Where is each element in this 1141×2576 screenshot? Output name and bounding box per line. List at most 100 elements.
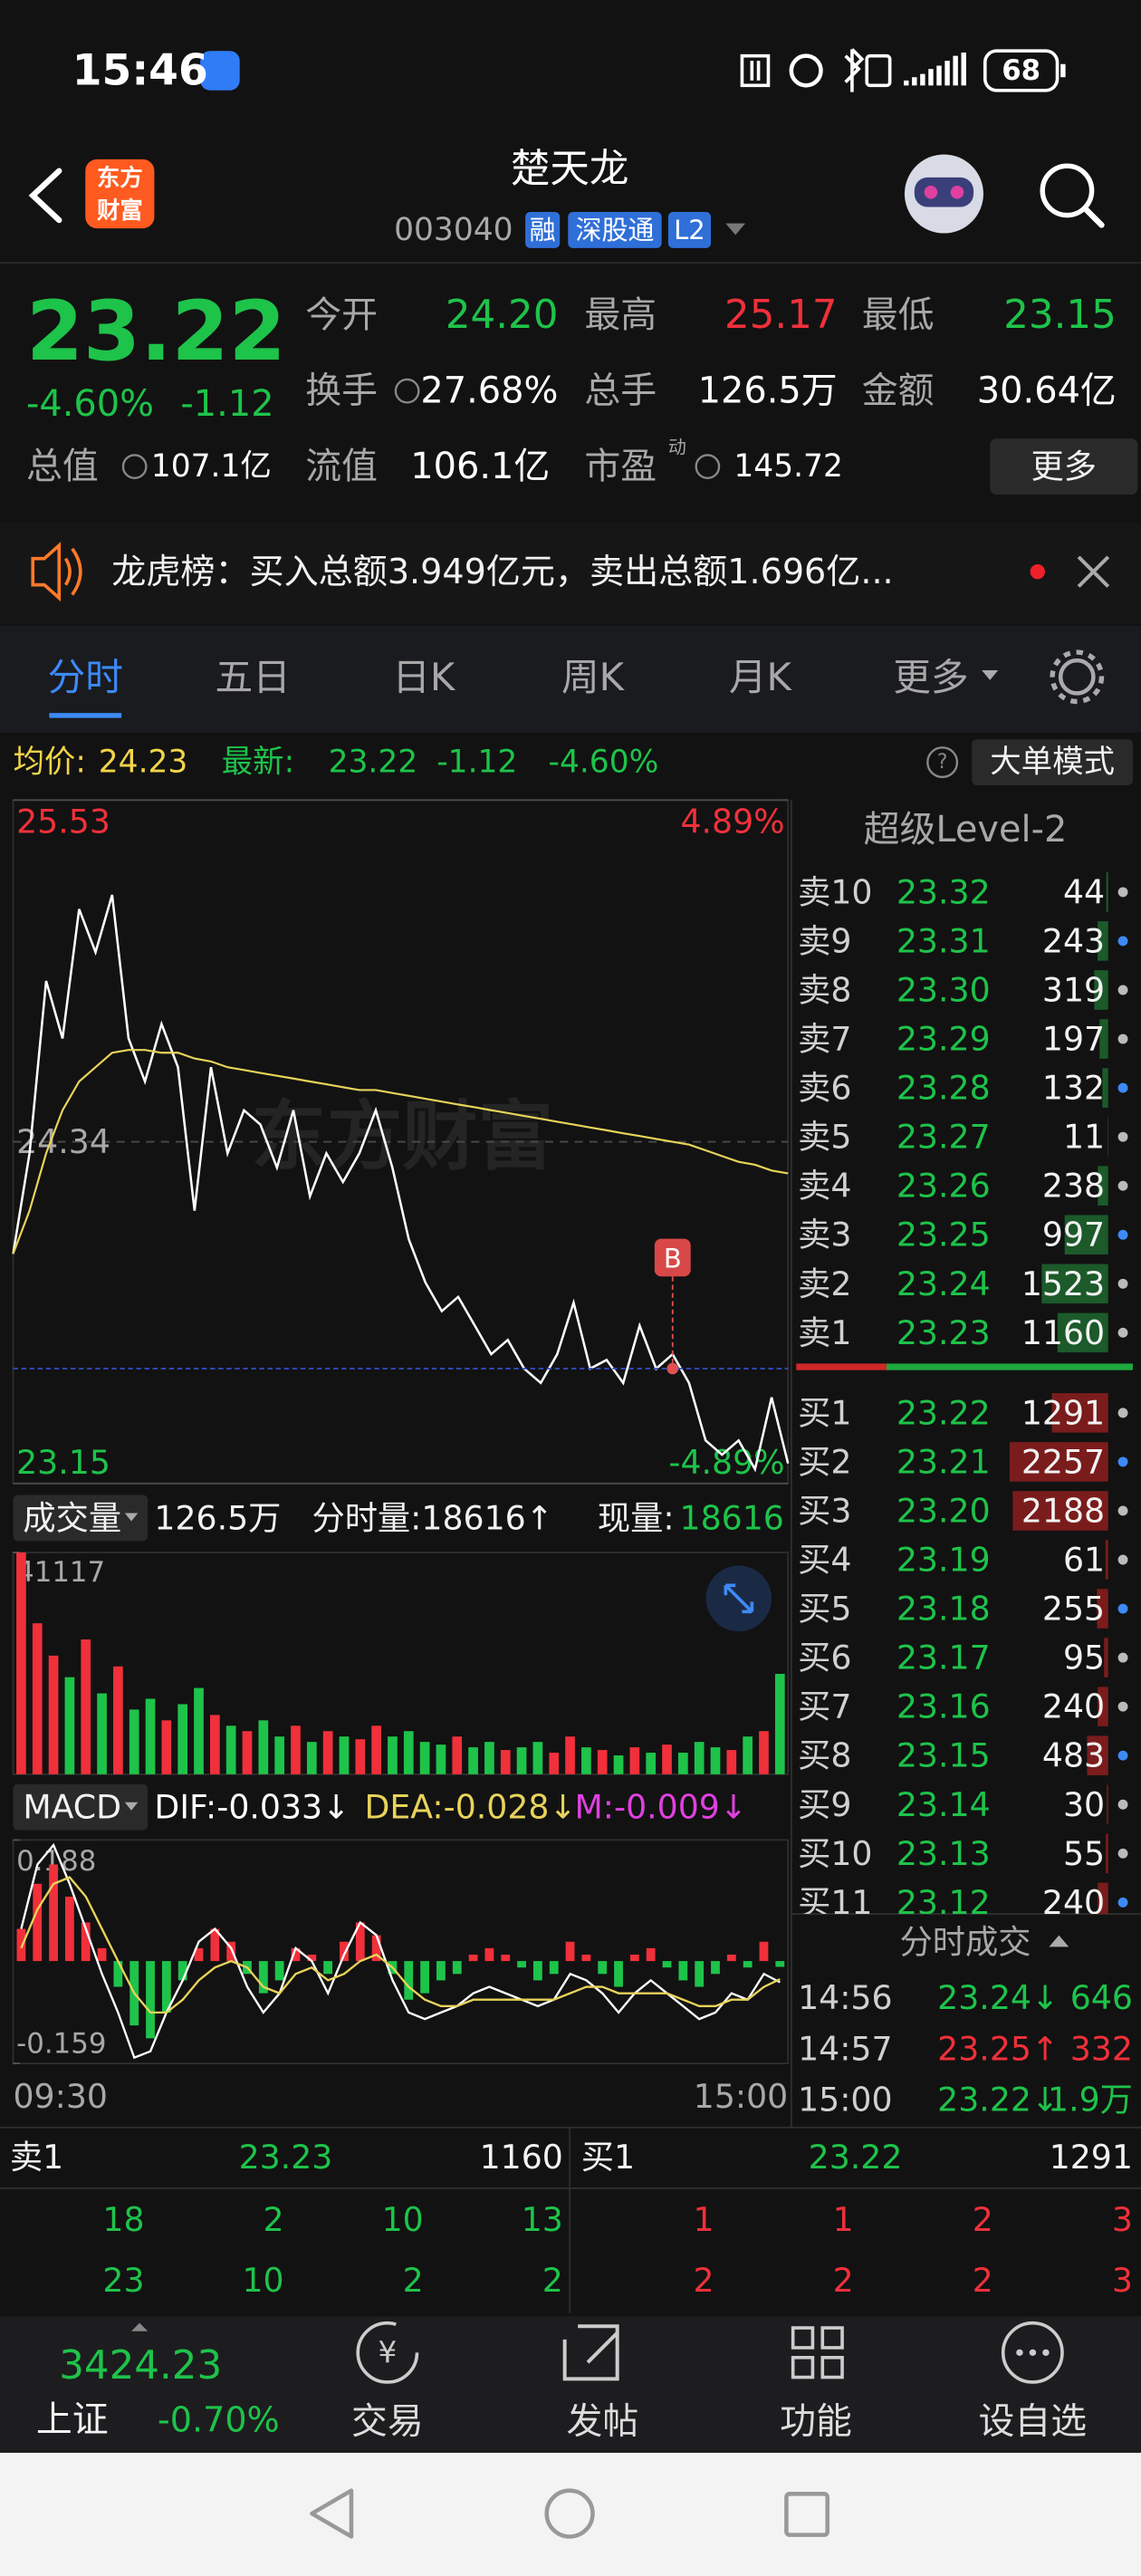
dropdown-arrow — [982, 670, 999, 680]
book-dot — [1117, 1229, 1128, 1240]
book-dot — [1117, 1327, 1128, 1338]
book-dot — [1117, 1750, 1128, 1761]
macd-frame — [12, 1839, 790, 2065]
volume-selector[interactable] — [13, 1495, 149, 1542]
y2-tick-label: 4.89% — [680, 802, 784, 841]
volume-bar — [613, 1755, 624, 1774]
book-dot — [1117, 1897, 1128, 1908]
book-price: 23.17 — [896, 1639, 991, 1677]
book-volume-bar — [1098, 921, 1108, 961]
tab[interactable]: 分时 — [48, 655, 123, 699]
macd-bar — [452, 1961, 462, 1975]
search-button[interactable] — [1040, 163, 1095, 218]
tab[interactable]: 日K — [392, 655, 456, 699]
badge-text: 深股通 — [575, 215, 654, 245]
volume-bar — [64, 1677, 75, 1774]
macd-bar — [695, 1961, 705, 1987]
volume-bar — [242, 1731, 253, 1774]
mode-button[interactable] — [972, 739, 1133, 785]
macd-selector[interactable] — [13, 1783, 149, 1831]
function-icon[interactable] — [791, 2326, 844, 2379]
macd-bar — [323, 1961, 333, 1975]
trade-volume: 1.9万 — [1048, 2081, 1133, 2119]
volume-bar — [129, 1709, 139, 1774]
volume-title[interactable]: 成交量 — [23, 1498, 121, 1537]
avatar-eye — [950, 185, 964, 199]
post-icon[interactable] — [562, 2324, 619, 2381]
settings-button[interactable] — [1058, 658, 1096, 696]
depth-ask-label: 卖1 — [10, 2138, 63, 2177]
book-price: 23.22 — [896, 1393, 991, 1432]
field-value: 24.20 — [446, 293, 559, 338]
more-button[interactable] — [990, 438, 1138, 495]
book-price: 23.25 — [896, 1216, 991, 1254]
nav-recent[interactable] — [784, 2492, 829, 2537]
buy-point — [666, 1362, 679, 1375]
book-dot — [1117, 1799, 1128, 1810]
nav-home[interactable] — [544, 2488, 595, 2539]
back-button[interactable] — [28, 168, 62, 224]
macd-bar — [711, 1961, 720, 1975]
tab[interactable]: 月K — [729, 655, 793, 699]
tab[interactable]: 五日 — [216, 655, 291, 699]
badge-text: L2 — [674, 215, 705, 245]
nav-label[interactable]: 交易 — [351, 2401, 424, 2443]
stock-name: 楚天龙 — [511, 147, 629, 192]
macd-label: DEA:-0.028↓ — [364, 1788, 576, 1827]
avg-value: 24.23 — [99, 745, 188, 781]
notice-bar[interactable] — [0, 522, 1141, 625]
book-dot — [1117, 1652, 1128, 1663]
book-volume-bar — [1104, 1638, 1108, 1677]
status-icon — [200, 51, 240, 91]
book-volume-bar — [1009, 1442, 1108, 1482]
book-volume-bar — [1012, 1491, 1108, 1531]
ask-queue-volume: 10 — [243, 2261, 284, 2300]
book-label: 买4 — [798, 1540, 851, 1579]
book-volume-bar — [1098, 1687, 1108, 1726]
book-dot — [1117, 1848, 1128, 1859]
macd-bar — [64, 1896, 74, 1962]
index-value[interactable]: 3424.23 — [59, 2343, 222, 2389]
close-button[interactable] — [1077, 555, 1110, 588]
macd-title[interactable]: MACD — [23, 1788, 121, 1827]
nav-label[interactable]: 发帖 — [566, 2401, 638, 2443]
depth-bid-volume: 1291 — [1050, 2138, 1133, 2177]
collapse-arrow[interactable] — [1049, 1935, 1069, 1947]
volume-bar — [145, 1698, 156, 1774]
help-icon[interactable] — [926, 746, 959, 779]
book-dot — [1117, 1505, 1128, 1516]
macd-bar — [291, 1947, 301, 1962]
index-name: 上证 — [36, 2399, 109, 2441]
ask-queue-volume: 18 — [102, 2200, 144, 2239]
watchlist-icon[interactable] — [1001, 2321, 1064, 2384]
book-price: 23.24 — [896, 1264, 991, 1303]
field-value: 107.1亿 — [151, 448, 272, 485]
notice-text[interactable]: 龙虎榜：买入总额3.949亿元，卖出总额1.696亿... — [111, 552, 893, 591]
volume-bar — [81, 1639, 91, 1774]
nav-back[interactable] — [310, 2488, 354, 2539]
nav-label[interactable]: 设自选 — [979, 2401, 1088, 2443]
bid-queue-volume: 2 — [973, 2261, 993, 2300]
mode-text[interactable]: 大单模式 — [990, 745, 1115, 781]
nav-label[interactable]: 功能 — [780, 2401, 852, 2443]
volume-bar — [161, 1720, 172, 1774]
book-dot — [1117, 1701, 1128, 1712]
more-button-text[interactable]: 更多 — [1031, 447, 1097, 486]
book-price: 23.19 — [896, 1540, 991, 1579]
battery-icon — [983, 49, 1060, 92]
book-volume: 997 — [1042, 1216, 1105, 1254]
bluetooth-icon — [844, 48, 865, 92]
field-label: 市盈 — [584, 446, 657, 487]
bid-queue-volume: 1 — [694, 2200, 714, 2239]
logo[interactable] — [85, 159, 155, 229]
clock: 15:46 — [72, 45, 208, 95]
y-tick-label: 23.15 — [16, 1443, 110, 1482]
tab[interactable]: 周K — [561, 655, 626, 699]
trades-title[interactable]: 分时成交 — [900, 1922, 1031, 1961]
book-volume-bar — [1105, 1540, 1108, 1580]
tab[interactable]: 更多 — [893, 655, 968, 699]
macd-bar — [340, 1941, 349, 1962]
dropdown-arrow[interactable] — [725, 223, 746, 235]
book-label: 买10 — [798, 1834, 872, 1873]
book-label: 买2 — [798, 1442, 851, 1481]
